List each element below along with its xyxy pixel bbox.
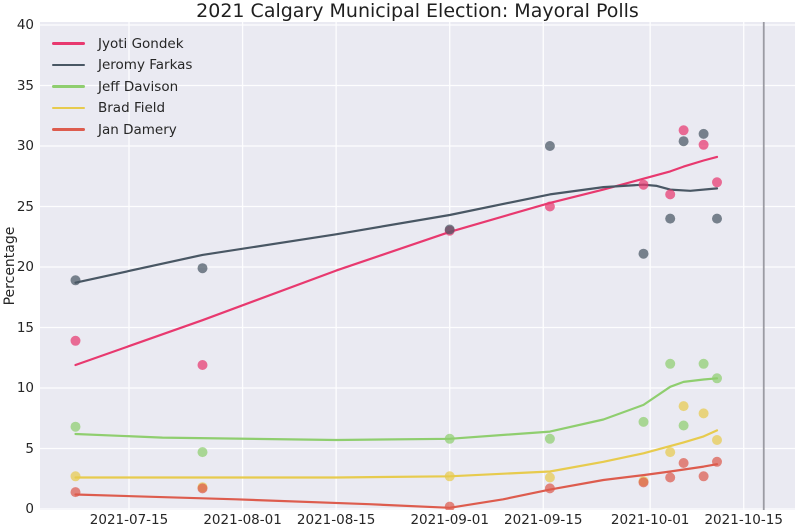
- series-layer: [70, 125, 722, 510]
- data-point-jeff-davison: [197, 447, 208, 458]
- x-tick-label: 2021-10-15: [704, 512, 783, 528]
- data-point-jeromy-farkas: [712, 213, 722, 224]
- y-tick-label: 10: [16, 380, 34, 396]
- legend-item-jan-damery: Jan Damery: [52, 119, 177, 140]
- data-point-jyoti-gondek: [698, 139, 709, 150]
- data-point-brad-field: [544, 472, 555, 483]
- gridlines: [40, 22, 795, 510]
- legend-item-jyoti-gondek: Jyoti Gondek: [52, 33, 184, 54]
- legend-label: Jyoti Gondek: [98, 35, 184, 52]
- trend-line-jeromy-farkas: [74, 183, 719, 284]
- data-point-jan-damery: [197, 483, 208, 494]
- y-tick-label: 20: [16, 259, 34, 275]
- y-tick-label: 5: [25, 440, 34, 457]
- legend-line-swatch: [52, 63, 85, 67]
- data-point-jeff-davison: [544, 433, 555, 444]
- data-point-jeromy-farkas: [197, 263, 208, 274]
- data-point-jeromy-farkas: [70, 275, 81, 286]
- data-point-jeromy-farkas: [444, 224, 455, 235]
- data-point-jeff-davison: [638, 416, 649, 427]
- data-point-jyoti-gondek: [638, 179, 649, 190]
- legend-label: Jeff Davison: [98, 78, 179, 95]
- legend-item-jeromy-farkas: Jeromy Farkas: [52, 55, 192, 76]
- data-point-jeff-davison: [712, 373, 722, 384]
- legend-label: Jeromy Farkas: [98, 57, 193, 73]
- legend-line-swatch: [52, 128, 85, 131]
- data-point-jan-damery: [698, 471, 709, 482]
- data-point-jyoti-gondek: [678, 125, 689, 136]
- data-point-jyoti-gondek: [197, 360, 208, 370]
- data-point-jan-damery: [544, 483, 555, 494]
- legend-item-jeff-davison: Jeff Davison: [52, 76, 178, 97]
- x-tick-label: 2021-09-01: [410, 512, 489, 528]
- legend-line-swatch: [52, 106, 85, 110]
- data-point-brad-field: [698, 408, 709, 419]
- data-point-jeromy-farkas: [638, 248, 649, 259]
- x-tick-label: 2021-08-01: [203, 512, 282, 528]
- legend-label: Jan Damery: [98, 121, 177, 138]
- trend-line-jyoti-gondek: [74, 155, 719, 367]
- data-point-jan-damery: [712, 456, 722, 467]
- data-point-brad-field: [678, 401, 689, 412]
- y-tick-label: 25: [16, 198, 34, 215]
- data-point-jeff-davison: [70, 421, 81, 432]
- data-point-jeff-davison: [698, 358, 709, 369]
- data-point-jan-damery: [678, 458, 689, 468]
- data-point-brad-field: [444, 471, 455, 482]
- data-point-jeromy-farkas: [665, 213, 676, 224]
- data-point-jan-damery: [444, 501, 455, 510]
- data-point-jeromy-farkas: [678, 136, 689, 147]
- trend-line-jeff-davison: [74, 377, 719, 442]
- data-point-jyoti-gondek: [665, 189, 676, 200]
- x-tick-label: 2021-07-15: [89, 512, 169, 528]
- y-tick-label: 15: [16, 319, 34, 336]
- data-point-jeff-davison: [665, 358, 676, 369]
- data-point-jan-damery: [70, 487, 81, 498]
- y-tick-label: 35: [16, 77, 34, 94]
- x-tick-label: 2021-10-01: [610, 512, 690, 528]
- data-point-jeff-davison: [444, 433, 455, 444]
- data-point-jyoti-gondek: [70, 335, 81, 346]
- data-point-jeff-davison: [678, 420, 689, 431]
- legend-label: Brad Field: [98, 100, 166, 116]
- data-point-jyoti-gondek: [712, 177, 722, 188]
- legend-line-swatch: [52, 85, 85, 88]
- plot-background: [40, 22, 795, 510]
- data-point-jeromy-farkas: [698, 128, 709, 139]
- legend-line-swatch: [52, 42, 85, 45]
- data-point-jan-damery: [638, 477, 649, 488]
- y-tick-label: 30: [16, 138, 34, 154]
- data-point-jan-damery: [665, 472, 676, 483]
- y-tick-label: 0: [25, 501, 34, 517]
- x-tick-label: 2021-09-15: [504, 512, 583, 528]
- chart-title: 2021 Calgary Municipal Election: Mayoral…: [196, 0, 639, 22]
- data-point-brad-field: [665, 447, 676, 458]
- legend-item-brad-field: Brad Field: [52, 98, 165, 119]
- x-tick-label: 2021-08-15: [296, 512, 376, 528]
- trend-line-brad-field: [74, 429, 719, 479]
- data-point-jeromy-farkas: [544, 141, 555, 151]
- data-point-brad-field: [712, 435, 722, 445]
- data-point-jyoti-gondek: [544, 201, 555, 212]
- y-tick-label: 40: [16, 17, 34, 33]
- data-point-brad-field: [70, 471, 81, 482]
